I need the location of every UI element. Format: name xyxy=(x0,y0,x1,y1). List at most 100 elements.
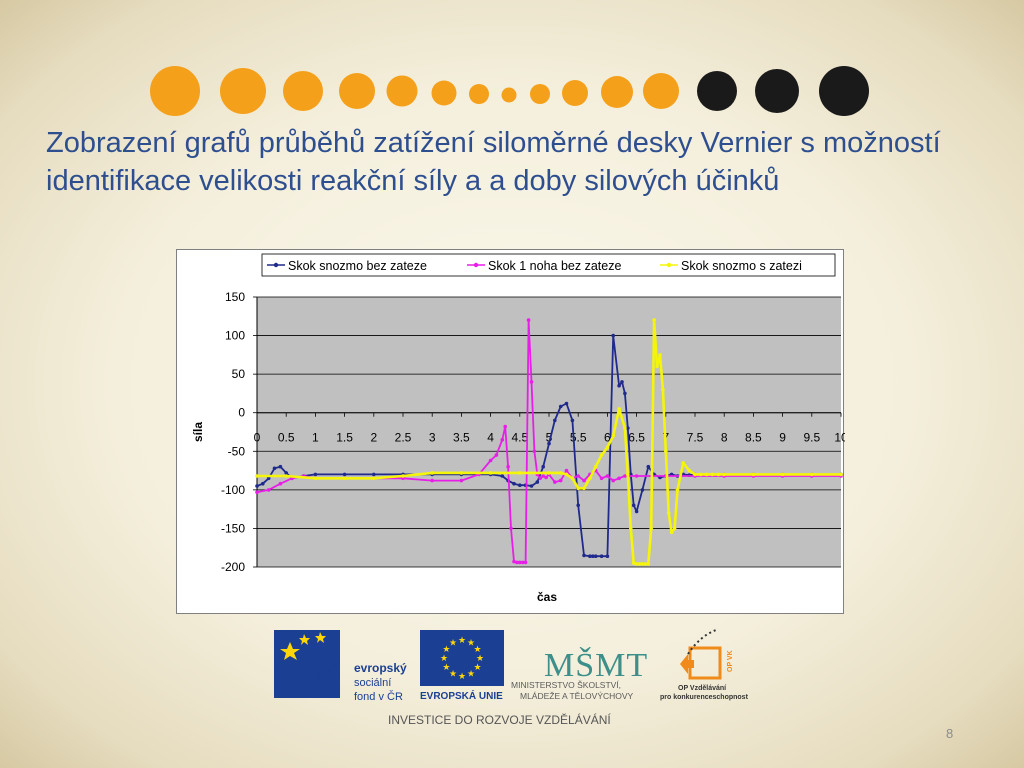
eu-star: ★ xyxy=(449,669,457,679)
data-point xyxy=(541,464,545,469)
data-point xyxy=(515,560,519,565)
msmt-logo: MŠMT MINISTERSTVO ŠKOLSTVÍ, MLÁDEŽE A TĚ… xyxy=(511,646,647,701)
opvk-side: OP VK xyxy=(727,650,734,672)
eu-star: ★ xyxy=(476,653,484,663)
data-point xyxy=(623,474,627,478)
data-point xyxy=(626,472,630,477)
data-point xyxy=(631,503,636,508)
data-point xyxy=(593,554,598,558)
data-point xyxy=(666,511,671,515)
data-point xyxy=(520,560,525,565)
data-point xyxy=(261,481,265,486)
data-point xyxy=(687,468,691,473)
data-point xyxy=(553,418,557,423)
orange-dot xyxy=(643,73,679,109)
legend-label: Skok snozmo s zatezi xyxy=(681,259,802,273)
data-point xyxy=(617,476,621,481)
x-tick-label: 1.5 xyxy=(336,431,353,445)
data-point xyxy=(839,472,843,477)
x-tick-label: 4 xyxy=(487,431,494,445)
data-point xyxy=(500,474,505,478)
data-point xyxy=(372,476,376,481)
data-point xyxy=(535,480,540,484)
data-point xyxy=(620,380,624,384)
series-3 xyxy=(255,318,843,566)
esf-mark: esf xyxy=(274,654,335,706)
data-point xyxy=(599,453,604,457)
data-point xyxy=(488,471,493,475)
data-point xyxy=(255,490,259,494)
data-point xyxy=(547,441,551,446)
x-tick-label: 2.5 xyxy=(395,431,412,445)
eu-label: EVROPSKÁ UNIE xyxy=(420,689,503,702)
x-tick-label: 6 xyxy=(604,431,611,445)
data-point xyxy=(810,472,814,477)
data-point xyxy=(658,353,662,357)
orange-dot xyxy=(339,73,375,109)
x-tick-label: 8.5 xyxy=(745,431,762,445)
y-tick-label: 100 xyxy=(225,329,245,343)
esf-text-1: evropský xyxy=(354,661,407,675)
data-point xyxy=(570,476,575,481)
esf-text-2: sociální xyxy=(354,677,391,689)
x-tick-label: 3 xyxy=(429,431,436,445)
data-point xyxy=(255,484,259,488)
legend-marker xyxy=(473,262,479,268)
eu-star: ★ xyxy=(467,637,475,647)
x-axis-label: čas xyxy=(537,590,557,604)
data-point xyxy=(529,380,534,384)
data-point xyxy=(284,471,288,475)
series-line xyxy=(256,319,841,564)
legend-label: Skok snozmo bez zateze xyxy=(288,259,427,273)
x-tick-label: 4.5 xyxy=(511,431,528,445)
data-point xyxy=(430,478,434,483)
data-point xyxy=(512,559,516,564)
black-dot xyxy=(819,66,869,116)
data-point xyxy=(611,333,615,338)
data-point xyxy=(704,472,709,477)
data-point xyxy=(313,476,318,481)
data-point xyxy=(488,458,493,463)
eu-star: ★ xyxy=(458,635,466,645)
eu-star: ★ xyxy=(467,669,475,679)
data-point xyxy=(518,483,522,487)
legend-marker xyxy=(273,262,279,268)
x-tick-label: 2 xyxy=(370,431,377,445)
eu-star: ★ xyxy=(442,662,450,672)
orange-dot xyxy=(431,80,457,106)
data-point xyxy=(640,488,645,492)
data-point xyxy=(558,471,563,475)
data-point xyxy=(664,449,668,454)
data-point xyxy=(564,468,569,473)
y-tick-label: -50 xyxy=(228,444,246,458)
y-tick-label: 50 xyxy=(232,367,246,381)
data-point xyxy=(646,464,651,469)
data-point xyxy=(623,426,627,430)
data-point xyxy=(611,478,615,483)
data-point xyxy=(640,562,645,566)
data-point xyxy=(526,318,531,322)
data-point xyxy=(623,391,627,396)
eu-logo: ★ ★★★★★★★★★★★ EVROPSKÁ UNIE xyxy=(420,630,504,702)
data-point xyxy=(503,424,508,429)
data-point xyxy=(681,461,686,465)
orange-dot xyxy=(220,68,266,114)
data-point xyxy=(459,471,464,475)
esf-logo: esf evropský sociální fond v ČR xyxy=(274,630,407,706)
data-point xyxy=(626,426,630,430)
data-point xyxy=(272,466,277,471)
y-tick-label: 0 xyxy=(238,406,245,420)
data-point xyxy=(582,478,586,483)
orange-dot xyxy=(283,71,323,111)
data-point xyxy=(278,464,283,469)
msmt-text-2: MLÁDEŽE A TĚLOVÝCHOVY xyxy=(520,691,634,701)
orange-dot xyxy=(150,66,200,116)
x-tick-label: 6.5 xyxy=(628,431,645,445)
eu-flag xyxy=(420,630,504,686)
orange-dot xyxy=(562,80,588,106)
y-tick-label: -200 xyxy=(221,560,245,574)
data-point xyxy=(605,445,610,450)
data-point xyxy=(605,554,610,558)
y-axis-label: síla xyxy=(191,422,205,442)
